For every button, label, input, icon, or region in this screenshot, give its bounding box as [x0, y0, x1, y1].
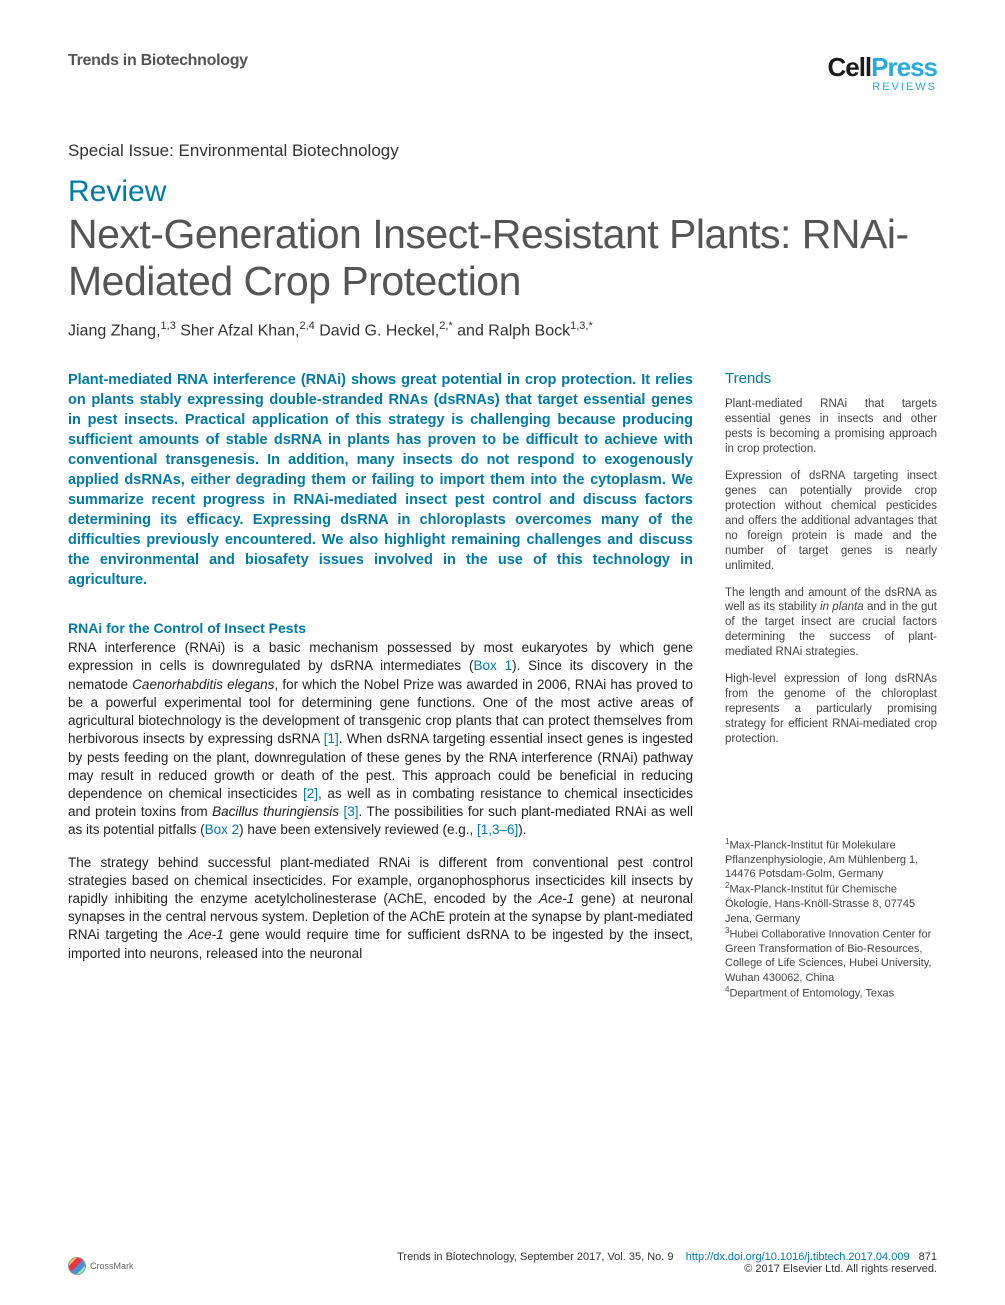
trends-heading: Trends: [725, 370, 937, 387]
body-paragraph: RNA interference (RNAi) is a basic mecha…: [68, 639, 693, 839]
special-issue-label: Special Issue: Environmental Biotechnolo…: [68, 141, 937, 161]
author-list: Jiang Zhang,1,3 Sher Afzal Khan,2,4 Davi…: [68, 319, 937, 342]
article-title: Next-Generation Insect-Resistant Plants:…: [68, 211, 937, 305]
main-column: Plant-mediated RNA interference (RNAi) s…: [68, 370, 693, 1001]
footer-citation: Trends in Biotechnology, September 2017,…: [397, 1251, 673, 1263]
page-number: 871: [919, 1251, 937, 1263]
sidebar-column: Trends Plant-mediated RNAi that targets …: [725, 370, 937, 1001]
footer-copyright: © 2017 Elsevier Ltd. All rights reserved…: [68, 1263, 937, 1275]
abstract-text: Plant-mediated RNA interference (RNAi) s…: [68, 370, 693, 590]
article-type-label: Review: [68, 175, 937, 209]
journal-name: Trends in Biotechnology: [68, 52, 248, 70]
page-footer: Trends in Biotechnology, September 2017,…: [68, 1251, 937, 1275]
page-header: Trends in Biotechnology CellPress REVIEW…: [68, 52, 937, 93]
trend-item: Plant-mediated RNAi that targets essenti…: [725, 397, 937, 457]
trend-item: Expression of dsRNA targeting insect gen…: [725, 469, 937, 574]
publisher-cell: Cell: [827, 52, 871, 82]
author-affiliations: 1Max-Planck-Institut für Molekulare Pfla…: [725, 837, 937, 1001]
publisher-logo: CellPress REVIEWS: [827, 52, 937, 93]
body-paragraph: The strategy behind successful plant-med…: [68, 854, 693, 963]
publisher-press: Press: [871, 52, 937, 82]
footer-doi[interactable]: http://dx.doi.org/10.1016/j.tibtech.2017…: [686, 1251, 910, 1263]
section-heading: RNAi for the Control of Insect Pests: [68, 620, 693, 636]
trend-item: The length and amount of the dsRNA as we…: [725, 586, 937, 661]
trend-item: High-level expression of long dsRNAs fro…: [725, 672, 937, 747]
